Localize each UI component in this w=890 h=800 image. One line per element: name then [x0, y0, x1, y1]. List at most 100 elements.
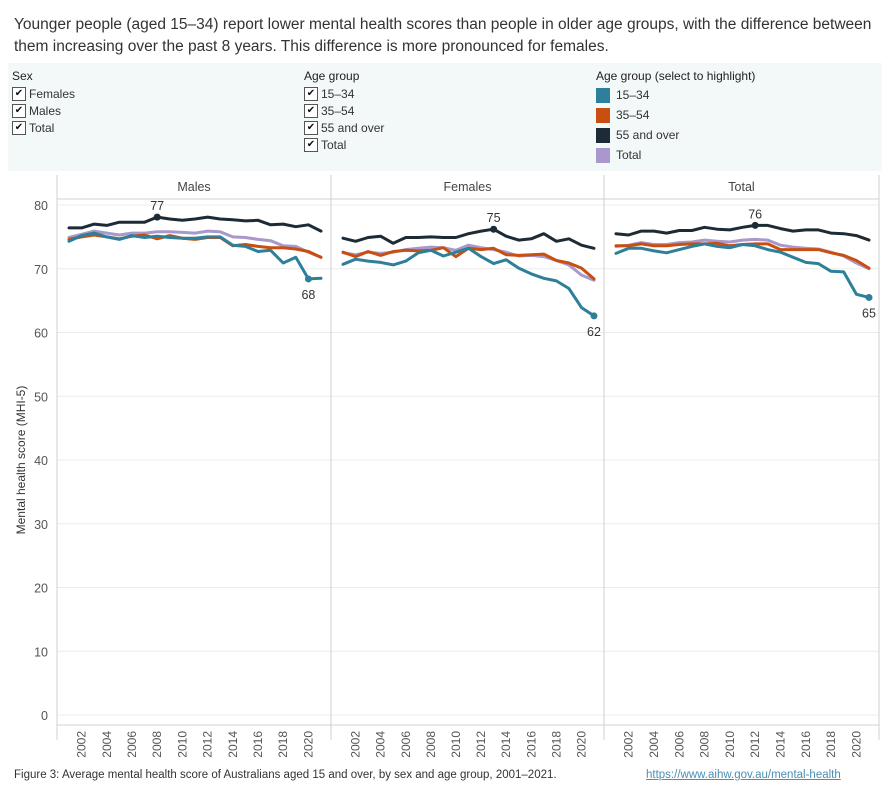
sex-filter-title: Sex: [12, 69, 33, 83]
annotation-point: [490, 225, 498, 233]
sex-option-label: Total: [29, 120, 55, 135]
legend-item-total[interactable]: Total: [596, 145, 755, 165]
x-tick-label: 2004: [100, 731, 114, 758]
filter-panel: Sex ✔ Females ✔ Males ✔ Total Age group …: [8, 63, 882, 171]
annotation-label: 75: [487, 211, 501, 225]
age-option-total[interactable]: ✔ Total: [304, 136, 384, 153]
panel-total: Total 2002 2004 2006 2008 2010 2012 2014 2016 201…: [603, 175, 880, 758]
chart-headline: Younger people (aged 15–34) report lower…: [14, 16, 872, 55]
checkbox-checked-icon[interactable]: ✔: [12, 120, 26, 135]
annotation-label: 76: [748, 207, 762, 221]
x-tick-label: 2004: [374, 731, 388, 758]
age-option-35-54[interactable]: ✔ 35–54: [304, 102, 384, 119]
series-line-55-and-over: [341, 227, 596, 250]
legend-item-35-54[interactable]: 35–54: [596, 105, 755, 125]
checkbox-checked-icon[interactable]: ✔: [304, 137, 318, 152]
x-tick-label: 2004: [647, 731, 661, 758]
age-option-55-and-over[interactable]: ✔ 55 and over: [304, 119, 384, 136]
sex-option-males[interactable]: ✔ Males: [12, 102, 75, 119]
checkbox-checked-icon[interactable]: ✔: [304, 103, 318, 118]
legend-swatch: [596, 87, 610, 103]
line-chart-panels: 0 10 20 30 40 50 60 70 80 Mental health score (MH…: [14, 175, 880, 758]
legend-swatch: [596, 107, 610, 123]
y-axis-title: Mental health score (MHI-5): [14, 386, 28, 535]
panel-title: Males: [177, 180, 210, 194]
sex-option-label: Males: [29, 103, 62, 118]
x-tick-label: 2014: [226, 731, 240, 758]
age-group-filter-title: Age group: [304, 69, 360, 83]
legend-swatch: [596, 147, 610, 163]
annotation-point: [751, 221, 759, 229]
annotation-label: 68: [301, 288, 315, 302]
annotation-point: [304, 275, 312, 283]
checkbox-checked-icon[interactable]: ✔: [12, 86, 26, 101]
series-line-35-54: [614, 241, 871, 270]
highlight-legend: Age group (select to highlight) 15–34 35…: [596, 69, 755, 165]
y-tick-label: 0: [41, 709, 48, 723]
x-tick-label: 2018: [824, 731, 838, 758]
x-tick-label: 2020: [849, 731, 863, 758]
x-tick-label: 2010: [175, 731, 189, 758]
age-option-label: 35–54: [321, 103, 355, 118]
legend-label: Total: [616, 148, 642, 162]
x-tick-label: 2020: [574, 731, 588, 758]
x-tick-label: 2006: [125, 731, 139, 758]
series-line-15-34: [614, 242, 871, 299]
sex-option-label: Females: [29, 86, 76, 101]
legend-item-15-34[interactable]: 15–34: [596, 85, 755, 105]
figure-caption: Figure 3: Average mental health score of…: [14, 769, 557, 781]
annotation-label: 77: [150, 199, 164, 213]
legend-label: 35–54: [616, 108, 650, 122]
x-tick-label: 2006: [399, 731, 413, 758]
annotation-label: 65: [862, 306, 876, 320]
x-tick-label: 2006: [672, 731, 686, 758]
sex-option-total[interactable]: ✔ Total: [12, 119, 75, 136]
panel-title: Females: [444, 180, 492, 194]
checkbox-checked-icon[interactable]: ✔: [304, 86, 318, 101]
x-tick-label: 2016: [799, 731, 813, 758]
age-group-filter: Age group ✔ 15–34 ✔ 35–54 ✔ 55 and over …: [304, 69, 384, 153]
sex-filter: Sex ✔ Females ✔ Males ✔ Total: [12, 69, 75, 136]
x-tick-label: 2014: [773, 731, 787, 758]
x-tick-label: 2002: [75, 731, 89, 758]
annotation-point: [590, 312, 598, 320]
checkbox-checked-icon[interactable]: ✔: [304, 120, 318, 135]
series-line-total: [67, 229, 323, 259]
y-tick-label: 60: [34, 327, 48, 341]
y-tick-label: 30: [34, 518, 48, 532]
y-tick-label: 50: [34, 390, 48, 404]
x-tick-label: 2008: [424, 731, 438, 758]
y-tick-label: 40: [34, 454, 48, 468]
annotation-label: 62: [587, 325, 601, 339]
x-tick-label: 2002: [622, 731, 636, 758]
x-tick-label: 2018: [549, 731, 563, 758]
series-line-15-34: [341, 246, 596, 318]
sex-option-females[interactable]: ✔ Females: [12, 85, 75, 102]
age-option-15-34[interactable]: ✔ 15–34: [304, 85, 384, 102]
age-option-label: Total: [321, 137, 347, 152]
x-tick-label: 2010: [723, 731, 737, 758]
panel-males: Males 2002 2004 2006 2008 2010 2012 2014 2016 201…: [56, 175, 323, 758]
x-tick-label: 2018: [276, 731, 290, 758]
panel-females: Females 2002 2004 2006 2008 2010 2012 2014 2016 2…: [330, 175, 601, 758]
x-tick-label: 2010: [449, 731, 463, 758]
series-line-55-and-over: [614, 223, 871, 242]
x-tick-label: 2002: [349, 731, 363, 758]
y-tick-label: 10: [34, 645, 48, 659]
x-tick-label: 2008: [698, 731, 712, 758]
checkbox-checked-icon[interactable]: ✔: [12, 103, 26, 118]
annotation-point: [153, 213, 161, 221]
panel-title: Total: [728, 180, 754, 194]
x-tick-label: 2012: [474, 731, 488, 758]
x-tick-label: 2008: [150, 731, 164, 758]
y-tick-label: 80: [34, 199, 48, 213]
x-tick-label: 2020: [301, 731, 315, 758]
y-tick-label: 70: [34, 263, 48, 277]
source-link[interactable]: https://www.aihw.gov.au/mental-health: [646, 769, 841, 781]
annotation-point: [865, 293, 873, 301]
series-line-55-and-over: [67, 215, 323, 233]
x-tick-label: 2012: [748, 731, 762, 758]
legend-item-55-and-over[interactable]: 55 and over: [596, 125, 755, 145]
age-option-label: 55 and over: [321, 120, 385, 135]
y-tick-label: 20: [34, 582, 48, 596]
